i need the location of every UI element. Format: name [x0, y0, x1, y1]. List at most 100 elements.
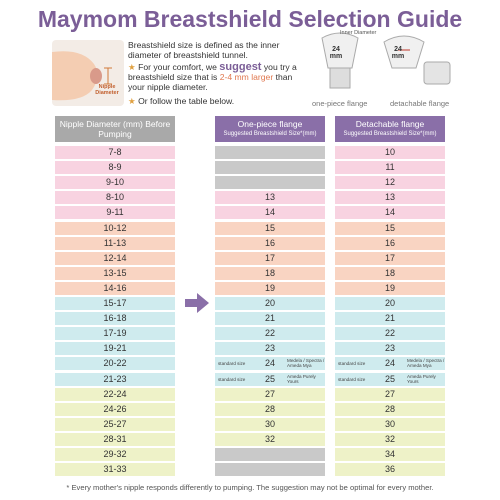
table-cell: 19 — [215, 281, 325, 295]
table-cell: 13 — [215, 191, 325, 205]
table-cell: 16-18 — [55, 312, 175, 326]
table-cell: 9-11 — [55, 206, 175, 220]
arrow — [185, 293, 209, 313]
column-header: Detachable flange Suggested Breastshield … — [335, 116, 445, 142]
table-cell: 22 — [335, 327, 445, 341]
table-cell — [215, 146, 325, 159]
table-cell: 14 — [215, 206, 325, 220]
size-label: 24 mm — [329, 46, 343, 60]
table-cell: 14-16 — [55, 281, 175, 295]
intro-suggestion: ★ For your comfort, we suggest you try a… — [128, 61, 297, 93]
table-cell: 12 — [335, 176, 445, 190]
table-cell: 34 — [335, 448, 445, 461]
table-cell: 18 — [215, 266, 325, 280]
nipple-illustration — [52, 40, 124, 106]
table-cell: 15 — [335, 221, 445, 235]
table-cell: 16 — [335, 236, 445, 250]
intro-definition: Breastshield size is defined as the inne… — [128, 40, 280, 60]
table-cell: 17 — [335, 251, 445, 265]
text: than your nipple diameter. — [128, 72, 293, 92]
table-cell: 24 standard size Medela / Spectra / Ameda … — [215, 357, 325, 371]
header-title: Detachable flange — [355, 119, 425, 129]
table-cell: 25-27 — [55, 417, 175, 431]
table-cell: 24-26 — [55, 402, 175, 416]
inner-diameter-label: Inner Diameter — [340, 30, 377, 36]
text: suggest — [219, 61, 262, 73]
table-cell: 32 — [335, 432, 445, 446]
table-cell: 10 — [335, 146, 445, 159]
header-subtitle: Suggested Breastshield Size*(mm) — [343, 131, 437, 137]
table-cell: 16 — [215, 236, 325, 250]
table-cell: 21-23 — [55, 372, 175, 386]
table-cell: 13 — [335, 191, 445, 205]
table-cell: 17 — [215, 251, 325, 265]
table-cell: 21 — [215, 312, 325, 326]
table-cell: 22 — [215, 327, 325, 341]
table-cell: 23 — [215, 342, 325, 356]
table-cell: 20-22 — [55, 357, 175, 371]
table-cell: 32 — [215, 432, 325, 446]
table-cell: 27 — [335, 387, 445, 401]
table-cell: 23 — [335, 342, 445, 356]
flange-illustration — [321, 32, 451, 89]
table-cell — [215, 161, 325, 175]
table-cell: 11 — [335, 161, 445, 175]
table-cell: 22-24 — [55, 387, 175, 401]
brands: Medela / Spectra / Ameda Mya — [287, 358, 325, 369]
table-cell — [215, 463, 325, 477]
brands: Ameda Purely Yours — [407, 373, 436, 384]
note: standard size — [338, 376, 366, 382]
table-cell: 14 — [335, 206, 445, 220]
table-cell: 17-19 — [55, 327, 175, 341]
text: you try a breastshield size that is — [128, 62, 297, 82]
table-cell: 27 — [215, 387, 325, 401]
table-cell: 21 — [335, 312, 445, 326]
intro-table: ★ Or follow the table below. — [128, 96, 235, 106]
caption: detachable flange — [390, 99, 450, 108]
header-subtitle: Suggested Breastshield Size*(mm) — [223, 131, 317, 137]
table-cell: 15 — [215, 221, 325, 235]
text: Or follow the table below. — [138, 96, 235, 106]
note: standard size — [218, 376, 246, 382]
table-cell: 29-32 — [55, 448, 175, 461]
table-cell: 11-13 — [55, 236, 175, 250]
table-cell: 24 standard size Medela / Spectra / Ameda … — [335, 357, 445, 371]
nipple-label: Nipple Diameter — [95, 84, 119, 96]
table-cell: 28 — [215, 402, 325, 416]
table-cell: 20 — [335, 297, 445, 310]
note: standard size — [338, 361, 366, 367]
title: Maymom Breastshield Selection Guide — [37, 6, 463, 32]
table-cell: 30 — [335, 417, 445, 431]
text: 2-4 mm larger — [219, 72, 274, 82]
column-header: Nipple Diameter (mm) Before Pumping — [55, 116, 175, 142]
table-cell: 10-12 — [55, 221, 175, 235]
table-cell: 8-10 — [55, 191, 175, 205]
table-cell: 30 — [215, 417, 325, 431]
brands: Medela / Spectra / Ameda Mya — [407, 358, 445, 369]
table-cell: 19 — [335, 281, 445, 295]
table-cell — [215, 176, 325, 190]
caption: one-piece flange — [312, 99, 368, 108]
table-cell: 19-21 — [55, 342, 175, 356]
footnote: * Every mother's nipple responds differe… — [66, 483, 434, 492]
table-cell: 8-9 — [55, 161, 175, 175]
table-cell: 9-10 — [55, 176, 175, 190]
table-cell: 25 standard size Ameda Purely Yours — [335, 372, 445, 386]
table-cell: 13-15 — [55, 266, 175, 280]
header-title: One-piece flange — [237, 119, 303, 129]
note: standard size — [218, 361, 246, 367]
brands: Ameda Purely Yours — [287, 373, 316, 384]
table-cell: 15-17 — [55, 297, 175, 310]
table-cell: 20 — [215, 297, 325, 310]
table-cell — [215, 448, 325, 461]
table-cell: 31-33 — [55, 463, 175, 477]
column-header: One-piece flange Suggested Breastshield S… — [215, 116, 325, 142]
table-cell: 12-14 — [55, 251, 175, 265]
header-title: Nipple Diameter (mm) Before Pumping — [59, 119, 171, 139]
size-label: 24 mm — [391, 46, 405, 60]
table-cell: 28 — [335, 402, 445, 416]
table-cell: 28-31 — [55, 432, 175, 446]
table-cell: 18 — [335, 266, 445, 280]
table-cell: 36 — [335, 463, 445, 477]
